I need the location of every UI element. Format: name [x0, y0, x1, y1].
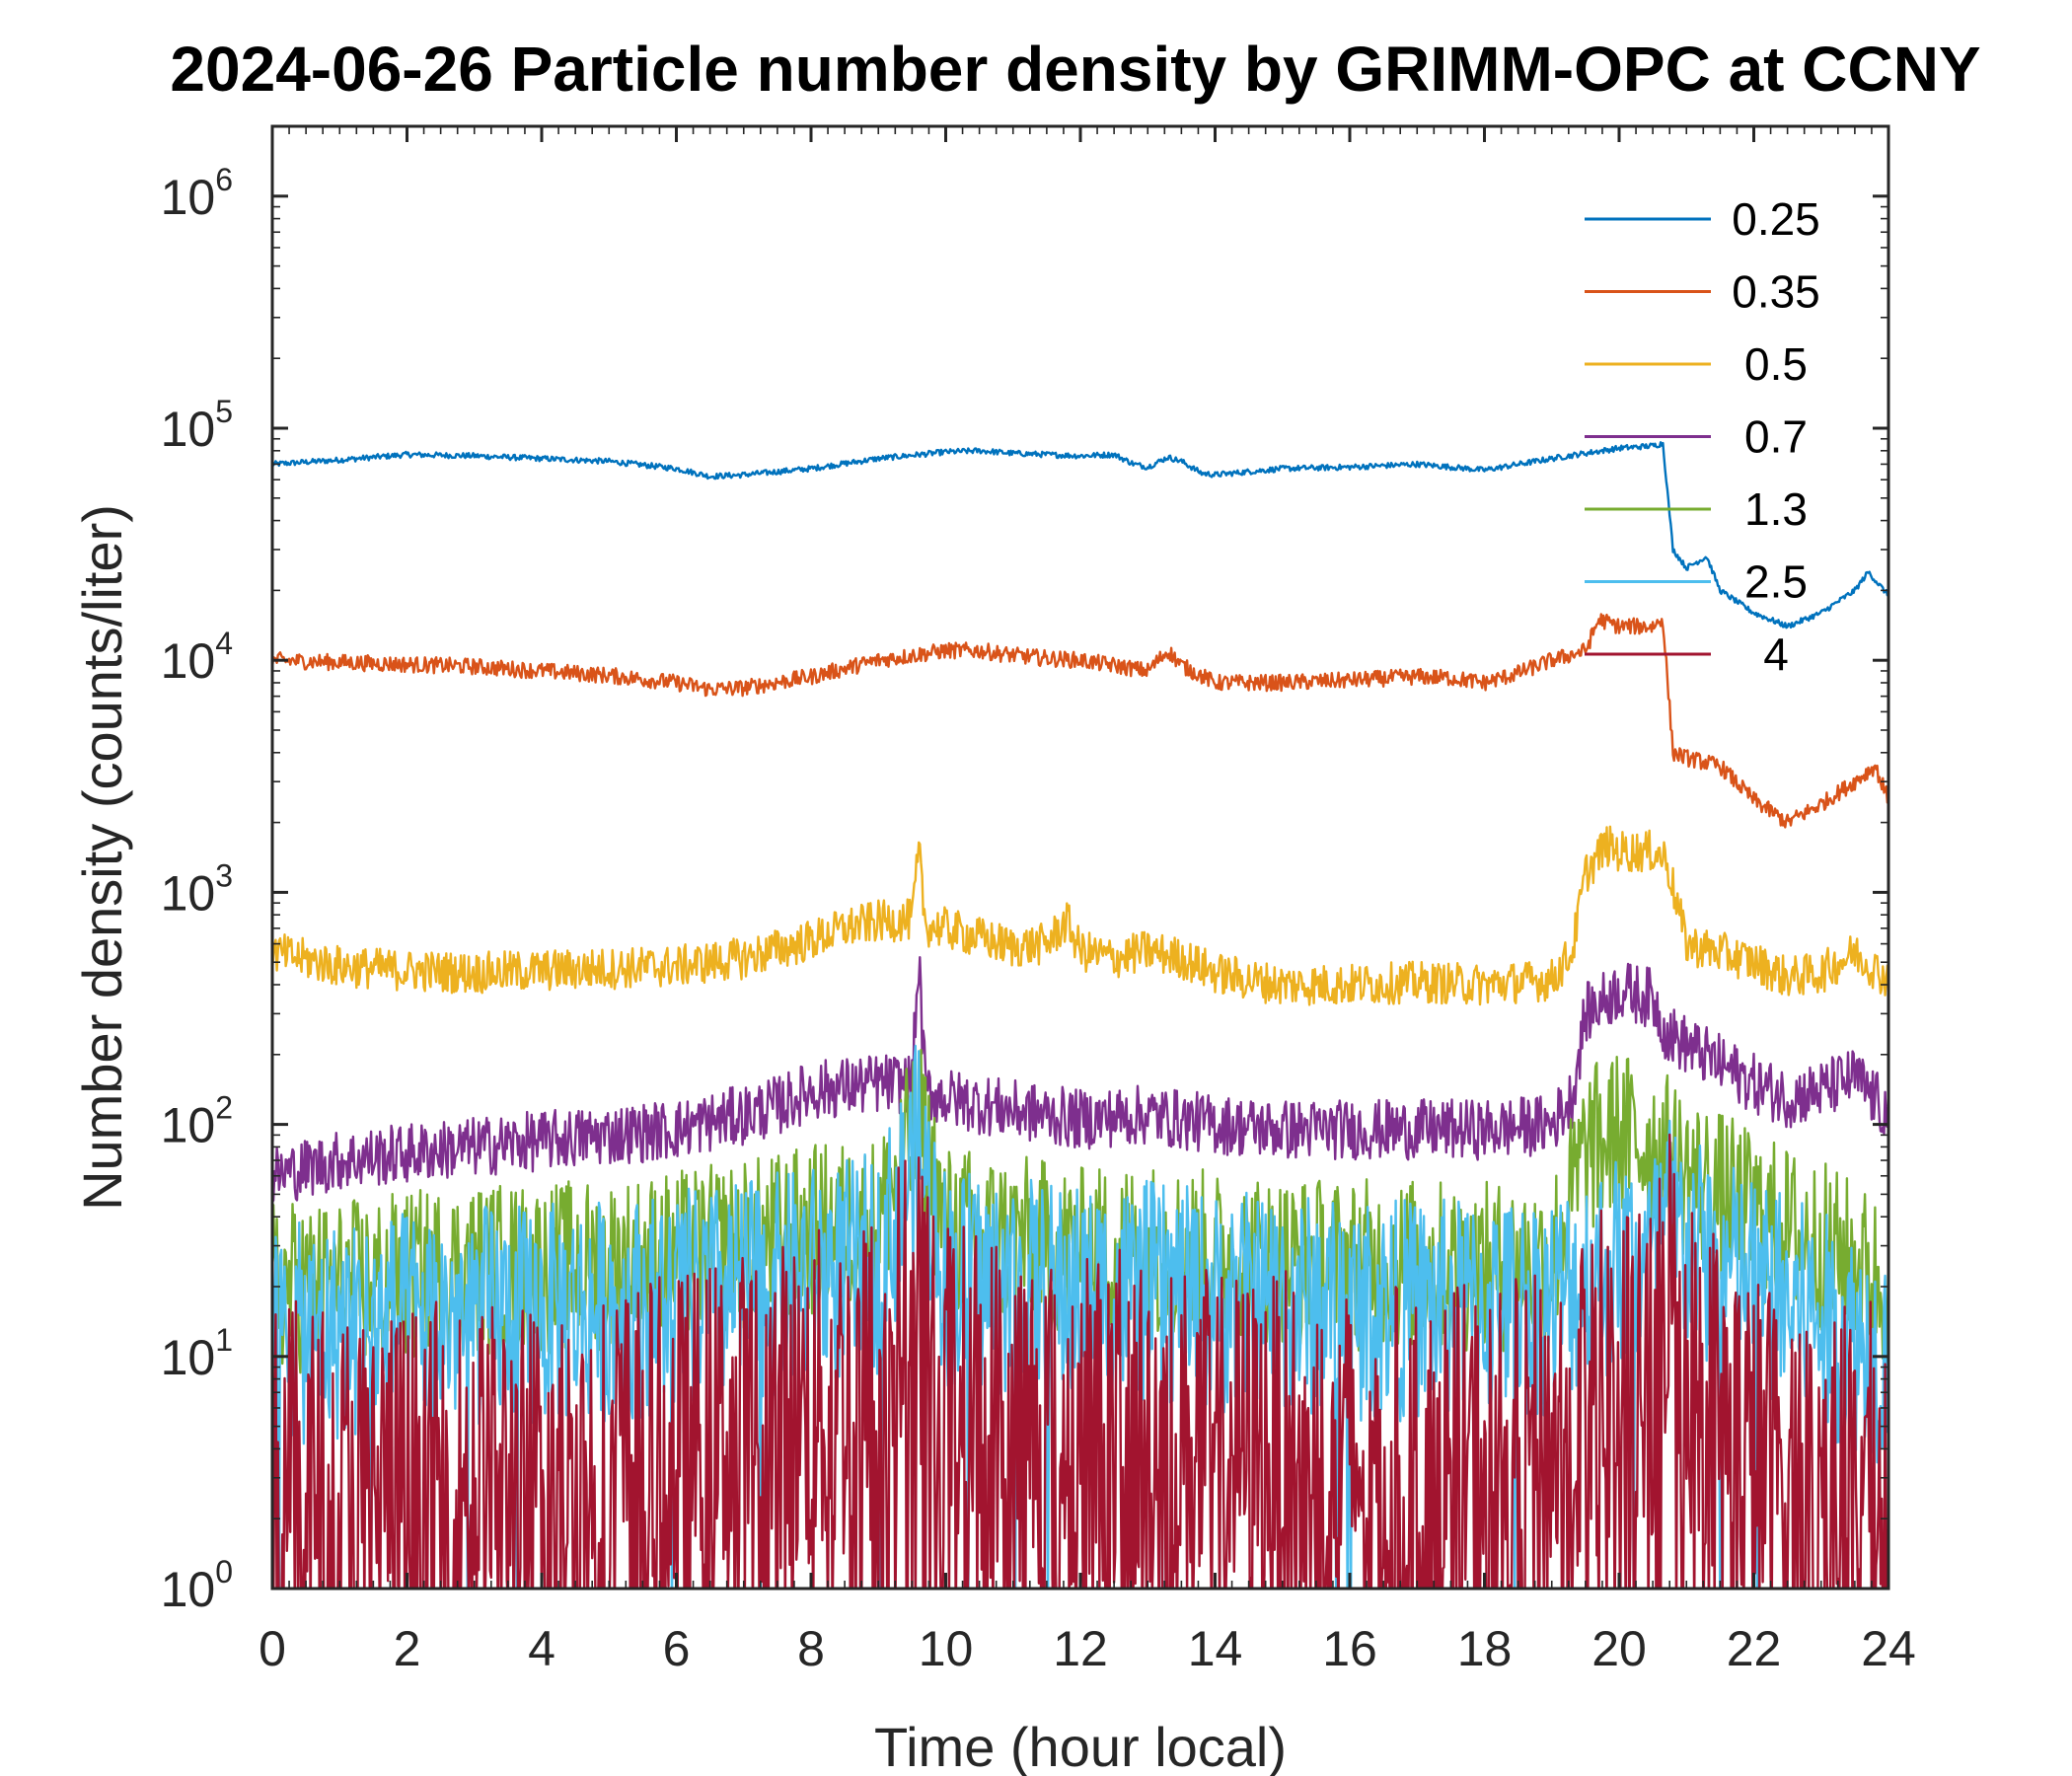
y-axis-label: Number density (counts/liter) — [71, 504, 133, 1211]
y-axis-ticks: 100 101 102 103 104 105 106 — [161, 162, 1888, 1617]
y-tick-label: 103 — [161, 857, 233, 921]
series-line-0.25 — [272, 441, 1888, 629]
x-axis-label: Time (hour local) — [874, 1716, 1287, 1776]
legend-label-4: 4 — [1763, 629, 1789, 680]
x-tick-label: 20 — [1591, 1621, 1647, 1676]
x-tick-label: 4 — [528, 1621, 555, 1676]
series-line-4 — [272, 1133, 1887, 1589]
x-tick-label: 16 — [1322, 1621, 1377, 1676]
legend-label-0.7: 0.7 — [1744, 411, 1808, 463]
y-tick-label: 106 — [161, 162, 233, 225]
x-tick-label: 8 — [797, 1621, 825, 1676]
chart-title: 2024-06-26 Particle number density by GR… — [170, 34, 1980, 105]
y-tick-label: 100 — [161, 1554, 233, 1617]
x-tick-label: 2 — [394, 1621, 421, 1676]
legend-label-1.3: 1.3 — [1744, 483, 1808, 535]
legend-label-2.5: 2.5 — [1744, 556, 1808, 608]
x-tick-label: 18 — [1457, 1621, 1513, 1676]
x-tick-label: 12 — [1053, 1621, 1108, 1676]
x-tick-label: 14 — [1188, 1621, 1243, 1676]
legend-label-0.25: 0.25 — [1732, 193, 1820, 245]
y-tick-label: 105 — [161, 394, 233, 457]
x-tick-label: 6 — [663, 1621, 691, 1676]
series-line-0.35 — [272, 613, 1888, 829]
series-line-0.7 — [272, 956, 1888, 1202]
y-tick-label: 102 — [161, 1090, 233, 1153]
y-tick-label: 104 — [161, 626, 233, 689]
x-tick-label: 0 — [259, 1621, 286, 1676]
y-tick-label: 101 — [161, 1322, 233, 1385]
x-axis-ticks: 0 2 4 6 8 10 12 14 16 18 20 22 24 — [259, 126, 1916, 1676]
legend: 0.25 0.35 0.5 0.7 1.3 2.5 4 — [1585, 193, 1820, 680]
series-layer — [272, 441, 1888, 1589]
x-tick-label: 22 — [1727, 1621, 1782, 1676]
series-line-0.5 — [272, 825, 1888, 1006]
x-tick-label: 24 — [1861, 1621, 1916, 1676]
x-tick-label: 10 — [919, 1621, 974, 1676]
legend-label-0.5: 0.5 — [1744, 338, 1808, 390]
legend-label-0.35: 0.35 — [1732, 266, 1820, 318]
